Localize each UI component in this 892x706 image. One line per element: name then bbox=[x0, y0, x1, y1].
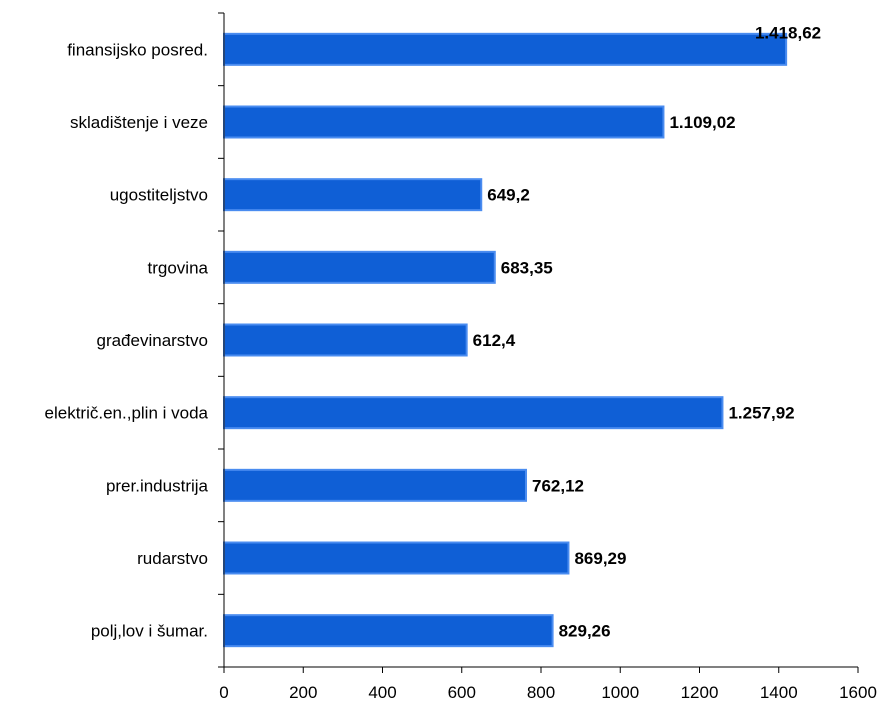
category-label: električ.en.,plin i voda bbox=[45, 404, 209, 423]
data-label: 649,2 bbox=[487, 186, 530, 205]
x-tick-label: 1400 bbox=[760, 683, 798, 702]
bar-4 bbox=[223, 323, 468, 357]
data-label: 829,26 bbox=[559, 622, 611, 641]
bar-6 bbox=[223, 468, 527, 502]
category-label: skladištenje i veze bbox=[70, 113, 208, 132]
category-label: rudarstvo bbox=[137, 549, 208, 568]
bar-7 bbox=[223, 541, 570, 575]
x-tick-label: 200 bbox=[289, 683, 317, 702]
x-tick-label: 800 bbox=[527, 683, 555, 702]
x-tick-label: 1200 bbox=[681, 683, 719, 702]
data-label: 869,29 bbox=[574, 549, 626, 568]
x-tick-label: 0 bbox=[219, 683, 228, 702]
category-label: finansijsko posred. bbox=[67, 40, 208, 59]
x-tick-label: 600 bbox=[448, 683, 476, 702]
category-label: ugostiteljstvo bbox=[110, 186, 208, 205]
bar-5 bbox=[223, 396, 724, 430]
bar-0 bbox=[223, 32, 788, 66]
x-tick-label: 1600 bbox=[839, 683, 877, 702]
data-label: 762,12 bbox=[532, 476, 584, 495]
x-tick-label: 1000 bbox=[601, 683, 639, 702]
labels-group: finansijsko posred. 1.418,62 skladištenje … bbox=[45, 23, 877, 702]
bar-2 bbox=[223, 178, 483, 212]
bar-1 bbox=[223, 105, 665, 139]
data-label: 612,4 bbox=[473, 331, 516, 350]
bar-3 bbox=[223, 250, 496, 284]
data-label: 1.109,02 bbox=[669, 113, 735, 132]
category-label: građevinarstvo bbox=[96, 331, 208, 350]
category-label: prer.industrija bbox=[106, 476, 209, 495]
axes-group bbox=[218, 12, 859, 673]
bars-group bbox=[223, 32, 788, 648]
category-label: trgovina bbox=[148, 258, 209, 277]
data-label: 1.418,62 bbox=[755, 23, 821, 42]
category-label: polj,lov i šumar. bbox=[91, 622, 208, 641]
data-label: 1.257,92 bbox=[728, 404, 794, 423]
bar-8 bbox=[223, 614, 554, 648]
data-label: 683,35 bbox=[501, 258, 553, 277]
x-tick-label: 400 bbox=[368, 683, 396, 702]
